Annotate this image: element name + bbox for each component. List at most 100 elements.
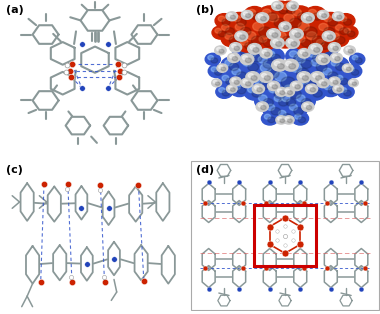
Circle shape (319, 12, 323, 15)
Circle shape (214, 69, 222, 75)
Circle shape (288, 40, 293, 43)
Circle shape (231, 44, 236, 48)
Circle shape (237, 37, 257, 52)
Circle shape (228, 14, 233, 17)
Circle shape (257, 88, 262, 92)
Circle shape (302, 76, 309, 80)
Circle shape (267, 51, 275, 57)
Circle shape (247, 51, 256, 57)
Circle shape (274, 89, 286, 99)
Circle shape (337, 15, 342, 19)
Circle shape (279, 7, 288, 14)
Circle shape (333, 73, 351, 87)
Circle shape (264, 76, 271, 80)
Circle shape (271, 107, 280, 115)
Circle shape (292, 112, 309, 125)
Text: (c): (c) (6, 165, 22, 175)
Circle shape (277, 64, 284, 69)
Circle shape (305, 84, 326, 100)
Circle shape (304, 14, 309, 18)
Circle shape (258, 6, 281, 24)
Circle shape (286, 61, 291, 66)
Circle shape (241, 48, 250, 56)
Circle shape (348, 67, 354, 72)
Circle shape (307, 56, 331, 75)
Circle shape (329, 77, 340, 86)
Circle shape (222, 24, 229, 30)
Circle shape (279, 1, 299, 17)
Circle shape (274, 95, 282, 101)
Circle shape (301, 39, 311, 47)
Circle shape (264, 114, 271, 119)
Circle shape (294, 73, 321, 93)
Circle shape (348, 49, 353, 53)
Circle shape (211, 58, 218, 63)
Circle shape (242, 56, 248, 60)
Circle shape (286, 60, 315, 82)
Circle shape (279, 10, 306, 31)
Circle shape (282, 114, 291, 121)
Circle shape (253, 47, 259, 52)
Circle shape (321, 58, 328, 63)
Circle shape (278, 117, 282, 120)
Circle shape (315, 76, 322, 80)
Circle shape (275, 4, 282, 10)
Circle shape (273, 29, 297, 48)
Circle shape (272, 2, 283, 10)
Circle shape (237, 87, 246, 94)
Circle shape (240, 27, 251, 36)
Circle shape (308, 51, 317, 57)
Circle shape (344, 28, 350, 33)
Circle shape (256, 46, 265, 52)
Circle shape (307, 32, 317, 40)
Circle shape (279, 22, 291, 31)
Circle shape (237, 33, 242, 37)
Circle shape (245, 82, 251, 86)
Circle shape (285, 89, 290, 92)
Circle shape (258, 56, 267, 63)
Circle shape (212, 26, 229, 39)
Circle shape (261, 17, 266, 21)
Circle shape (291, 42, 297, 46)
Circle shape (306, 84, 318, 94)
Circle shape (310, 88, 315, 92)
Circle shape (218, 16, 225, 21)
Circle shape (244, 7, 265, 23)
Circle shape (254, 53, 278, 72)
Circle shape (258, 14, 263, 18)
Circle shape (241, 39, 248, 45)
Circle shape (246, 32, 256, 40)
Circle shape (328, 19, 337, 26)
Circle shape (294, 114, 301, 119)
Circle shape (332, 12, 344, 21)
Circle shape (230, 43, 242, 52)
Circle shape (241, 78, 253, 88)
Circle shape (243, 59, 252, 66)
Circle shape (276, 42, 282, 46)
Circle shape (304, 47, 327, 65)
Circle shape (305, 42, 313, 48)
Circle shape (218, 22, 238, 37)
Circle shape (352, 82, 356, 85)
Circle shape (252, 90, 261, 97)
Circle shape (252, 84, 264, 94)
Circle shape (243, 80, 248, 84)
Circle shape (252, 54, 262, 62)
Circle shape (318, 56, 324, 60)
Circle shape (340, 16, 347, 21)
Circle shape (336, 36, 345, 44)
Circle shape (235, 23, 244, 30)
Circle shape (263, 39, 273, 47)
Circle shape (350, 80, 354, 83)
Circle shape (274, 61, 280, 66)
Circle shape (355, 58, 362, 63)
Circle shape (328, 43, 340, 52)
Circle shape (259, 80, 271, 90)
Circle shape (279, 81, 306, 102)
Circle shape (232, 68, 241, 75)
Circle shape (245, 58, 252, 63)
Circle shape (229, 63, 239, 71)
Circle shape (306, 17, 312, 21)
Circle shape (243, 47, 266, 65)
Circle shape (260, 64, 271, 72)
